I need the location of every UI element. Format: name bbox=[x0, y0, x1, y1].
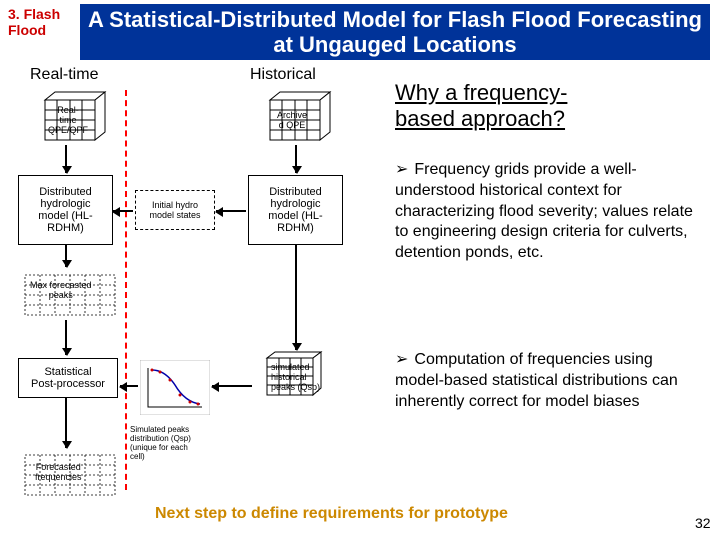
arrow-icon bbox=[212, 385, 252, 387]
grid-label: Forecasted frequencies bbox=[35, 462, 82, 482]
arrow-icon bbox=[65, 398, 67, 448]
arrow-icon bbox=[65, 145, 67, 173]
box-initial-states: Initial hydro model states bbox=[135, 190, 215, 230]
box-postprocessor: Statistical Post-processor bbox=[18, 358, 118, 398]
bullet-text: Frequency grids provide a well-understoo… bbox=[395, 161, 693, 261]
page-title: A Statistical-Distributed Model for Flas… bbox=[80, 4, 710, 60]
cube-realtime-qpe: Real- time QPE/QPF bbox=[30, 90, 115, 155]
arrow-icon bbox=[120, 385, 138, 387]
cube-label: simulated historical peaks (Qsp) bbox=[271, 362, 320, 392]
bullet-1: ➢Frequency grids provide a well-understo… bbox=[395, 160, 705, 264]
slide-number: 32 bbox=[695, 515, 711, 531]
cube-label: Real- time QPE/QPF bbox=[48, 105, 88, 135]
cube-sim-peaks: simulated historical peaks (Qsp) bbox=[255, 350, 340, 410]
cube-label: Archive d QPE bbox=[277, 110, 307, 130]
arrow-icon bbox=[295, 245, 297, 350]
section-realtime: Real-time bbox=[30, 66, 98, 84]
arrow-icon bbox=[113, 210, 133, 212]
distribution-label: Simulated peaks distribution (Qsp) (uniq… bbox=[130, 425, 191, 461]
bullet-2: ➢Computation of frequencies using model-… bbox=[395, 350, 705, 412]
arrow-icon bbox=[65, 320, 67, 355]
distribution-chart bbox=[140, 360, 210, 420]
divider-dashed bbox=[125, 90, 127, 490]
triangle-icon: ➢ bbox=[395, 160, 408, 181]
grid-forecasted: Forecasted frequencies bbox=[20, 450, 120, 505]
slide-tag: 3. Flash Flood bbox=[8, 6, 60, 38]
heading-why: Why a frequency- based approach? bbox=[395, 80, 567, 132]
cube-archive-qpe: Archive d QPE bbox=[255, 90, 340, 155]
bullet-text: Computation of frequencies using model-b… bbox=[395, 351, 678, 410]
section-historical: Historical bbox=[250, 66, 316, 84]
footer-next-step: Next step to define requirements for pro… bbox=[155, 505, 508, 523]
arrow-icon bbox=[295, 145, 297, 173]
grid-label: Max forecasted peaks bbox=[30, 280, 92, 300]
box-dhm-realtime: Distributed hydrologic model (HL- RDHM) bbox=[18, 175, 113, 245]
box-dhm-historical: Distributed hydrologic model (HL- RDHM) bbox=[248, 175, 343, 245]
grid-max-peaks: Max forecasted peaks bbox=[20, 270, 120, 325]
triangle-icon: ➢ bbox=[395, 350, 408, 371]
chart-icon bbox=[140, 360, 210, 415]
arrow-icon bbox=[65, 245, 67, 267]
arrow-icon bbox=[216, 210, 246, 212]
